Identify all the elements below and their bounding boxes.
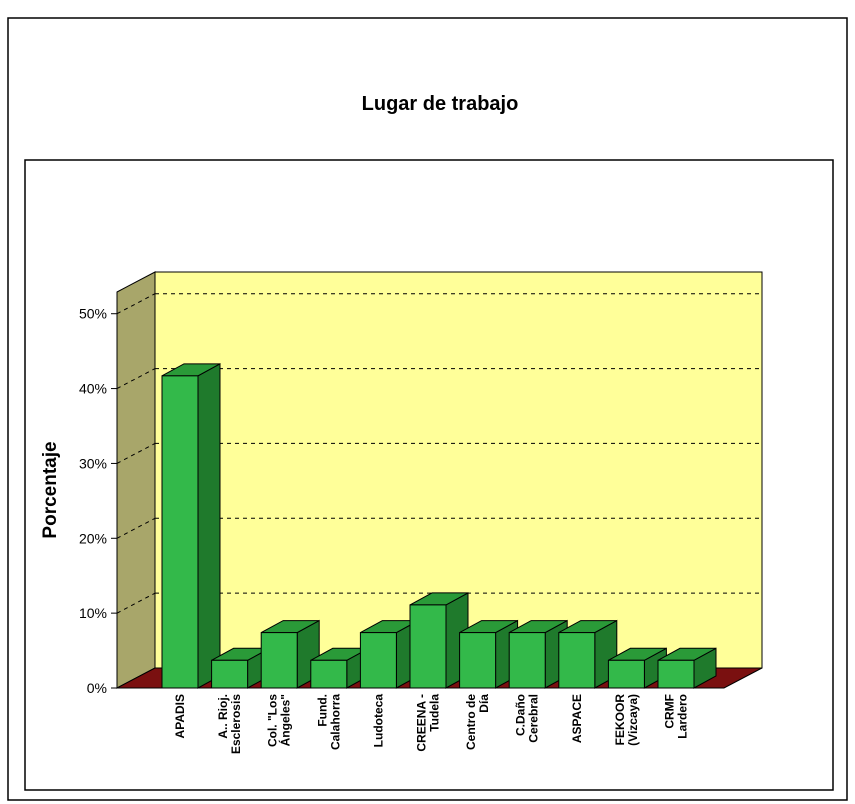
x-tick-label-line: Centro de [464, 694, 478, 750]
x-tick-label-line: Ángeles" [278, 694, 293, 746]
x-tick-label: Ludoteca [371, 694, 385, 748]
x-tick-label-line: FEKOOR [613, 694, 627, 746]
x-tick-label-line: Col. "Los [266, 694, 280, 747]
y-tick-label: 0% [87, 680, 107, 696]
x-tick-label-line: Día [477, 694, 491, 713]
x-tick-label-line: A.. Rioj. [216, 694, 230, 739]
bar [657, 659, 695, 689]
bar [607, 659, 645, 689]
y-tick-label: 40% [79, 381, 107, 397]
bar [211, 659, 249, 689]
x-tick-label: ASPACE [570, 694, 584, 743]
grid-line [116, 517, 156, 539]
x-tick-label-line: Fund. [315, 694, 329, 727]
bar [409, 604, 447, 689]
y-axis-label: Porcentaje [40, 441, 61, 538]
x-tick-label-line: CRMF [663, 694, 677, 729]
x-tick-label: CREENA -Tudela [415, 694, 442, 752]
y-tick-label: 50% [79, 306, 107, 322]
y-tick-label: 10% [79, 605, 107, 621]
grid-line [116, 293, 156, 315]
x-tick-label-line: Tudela [428, 694, 442, 732]
x-tick-label-line: (Vizcaya) [626, 694, 640, 746]
side-wall [116, 271, 156, 689]
x-tick-label: Fund.Calahorra [315, 694, 342, 750]
y-tick-label: 20% [79, 530, 107, 546]
x-tick-label: APADIS [173, 694, 187, 738]
grid-line [116, 442, 156, 464]
x-tick-label-line: ASPACE [570, 694, 584, 743]
grid-line [116, 368, 156, 390]
bar [310, 659, 348, 689]
x-tick-label-line: APADIS [173, 694, 187, 738]
grid-line [116, 592, 156, 614]
x-tick-label-line: C.Daño [514, 694, 528, 736]
x-tick-label: CRMFLardero [663, 694, 690, 739]
x-tick-label: Col. "LosÁngeles" [266, 694, 293, 747]
x-tick-label-line: Ludoteca [371, 694, 385, 748]
x-tick-label-line: Calahorra [328, 694, 342, 750]
bar [558, 632, 596, 689]
x-tick-label-line: Lardero [676, 694, 690, 739]
bar [459, 632, 497, 689]
bar [508, 632, 546, 689]
x-tick-label-line: CREENA - [415, 694, 429, 752]
bar-side [197, 363, 221, 689]
x-tick-label-line: Cerebral [527, 694, 541, 743]
bar [359, 632, 397, 689]
bar [161, 375, 199, 689]
bar [260, 632, 298, 689]
chart-title: Lugar de trabajo [362, 93, 519, 115]
x-tick-label: C.DañoCerebral [514, 694, 541, 743]
x-tick-label-line: Esclerosis [229, 694, 243, 754]
x-tick-label: Centro deDía [464, 694, 491, 750]
y-tick-label: 30% [79, 455, 107, 471]
x-tick-label: FEKOOR(Vizcaya) [613, 694, 640, 746]
x-tick-label: A.. Rioj.Esclerosis [216, 694, 243, 754]
